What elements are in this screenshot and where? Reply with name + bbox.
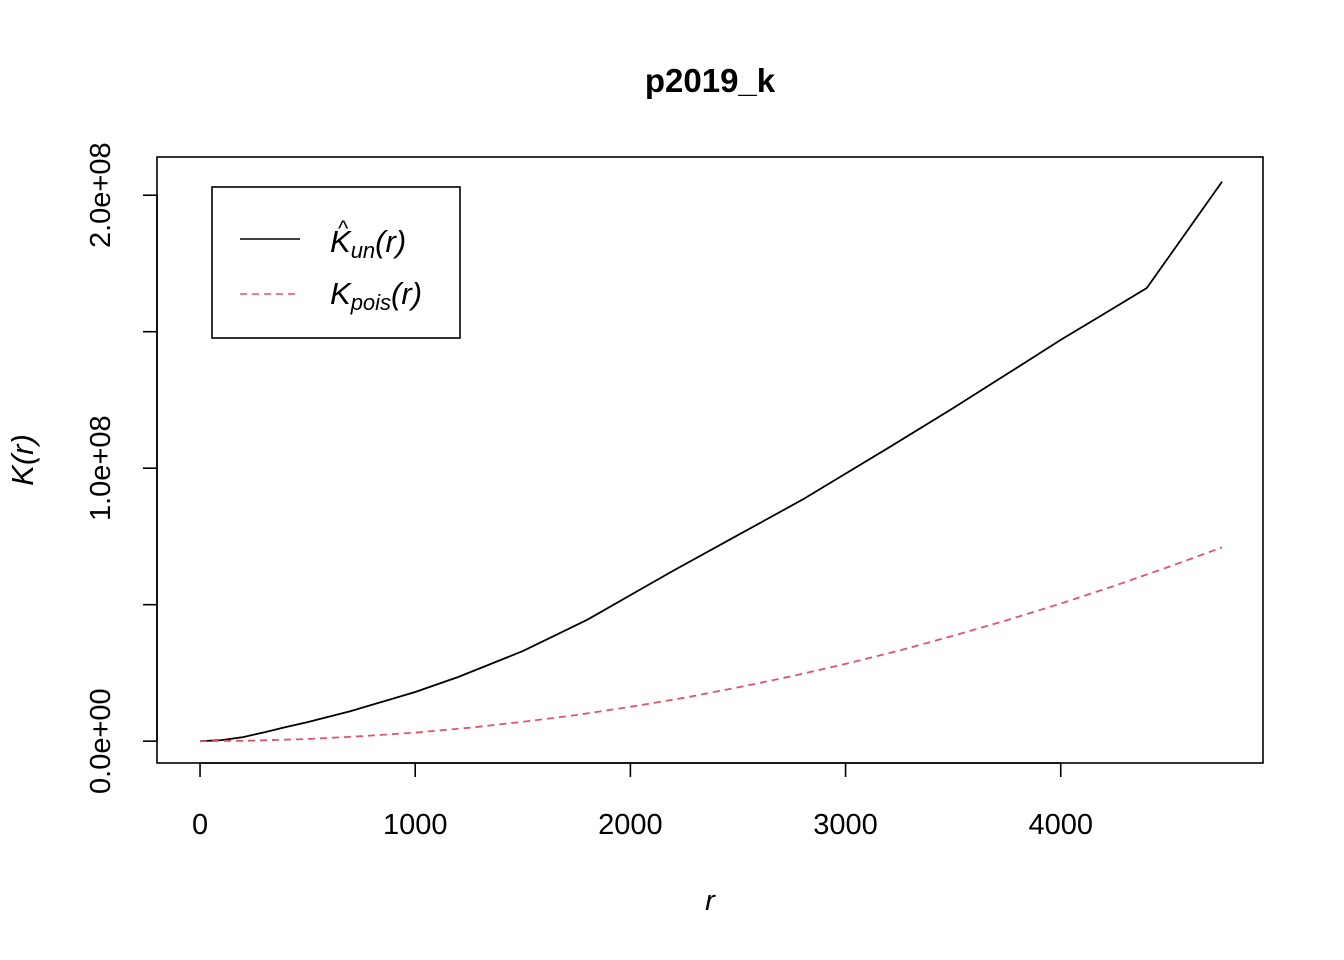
legend: Kun(r) ^ Kpois(r) [211, 186, 461, 339]
x-axis-label: r [705, 885, 716, 917]
y-tick-label: 1.0e+08 [85, 415, 117, 521]
y-axis-label-main: K [5, 464, 40, 486]
x-tick-label: 0 [192, 809, 208, 841]
legend-label-2-arg: (r) [391, 276, 422, 311]
x-tick-label: 2000 [598, 809, 663, 841]
plot-frame [156, 156, 1264, 764]
legend-label-1-sub: un [351, 238, 375, 263]
legend-hat-1: ^ [338, 216, 349, 241]
legend-label-1-main: K [330, 224, 352, 259]
y-axis-label-arg: (r) [5, 434, 40, 465]
chart-title: p2019_k [645, 62, 776, 99]
series-line-1 [199, 181, 1223, 743]
legend-label-2: Kpois(r) [330, 276, 422, 315]
series-line-2 [199, 546, 1223, 743]
legend-box [211, 186, 461, 339]
y-tick-label: 0.0e+00 [85, 688, 117, 794]
x-tick-label: 4000 [1028, 809, 1093, 841]
legend-label-2-sub: pois [350, 290, 391, 315]
x-tick-label: 3000 [813, 809, 878, 841]
y-axis-label: K(r) [5, 434, 40, 486]
y-axis: 0.0e+00 1.0e+08 2.0e+08 [85, 142, 158, 794]
legend-label-1: Kun(r) [330, 224, 406, 263]
y-tick-label: 2.0e+08 [85, 142, 117, 248]
legend-label-1-arg: (r) [375, 224, 406, 259]
x-axis: 0 1000 2000 3000 4000 [192, 762, 1093, 841]
legend-label-2-main: K [330, 276, 352, 311]
x-tick-label: 1000 [383, 809, 448, 841]
series-layer [199, 181, 1223, 743]
